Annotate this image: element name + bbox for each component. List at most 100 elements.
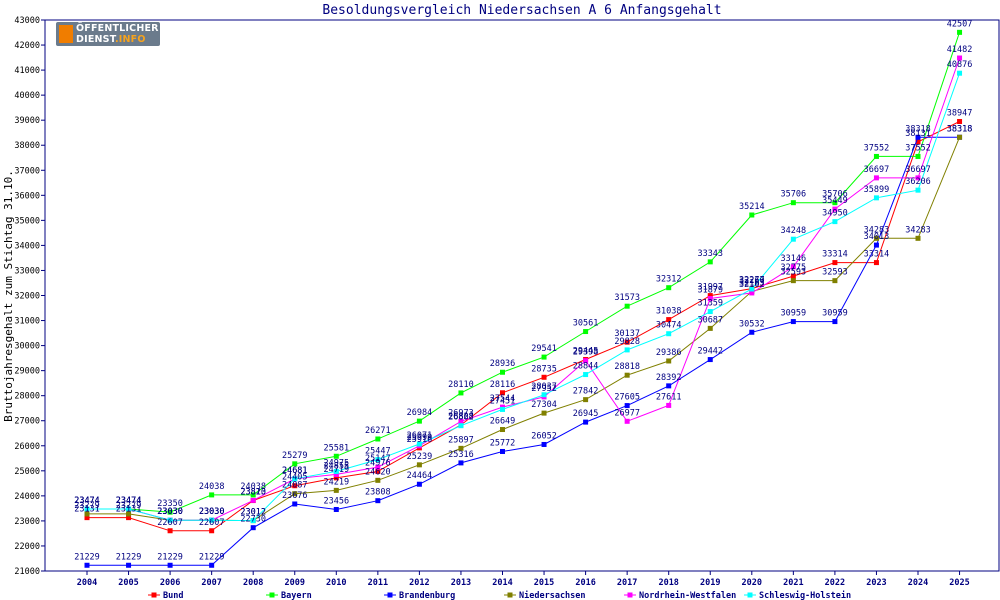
data-point-bayern [541, 354, 547, 360]
data-point-bund [790, 273, 796, 279]
data-point-bund [957, 119, 963, 125]
data-label-brandenburg: 26945 [573, 409, 599, 419]
data-label-nordrhein-westfalen: 32102 [739, 280, 765, 290]
y-tick-label: 37000 [14, 166, 40, 176]
data-label-brandenburg: 23808 [365, 488, 391, 498]
data-label-bayern: 32312 [656, 275, 682, 285]
data-point-schleswig-holstein [624, 347, 630, 353]
data-label-brandenburg: 30532 [739, 319, 765, 329]
data-point-bayern [624, 303, 630, 309]
logo-line-2a: DIENST [76, 34, 115, 45]
data-label-bayern: 29541 [531, 344, 557, 354]
data-label-niedersachsen: 34283 [905, 225, 931, 235]
chart-title: Besoldungsvergleich Niedersachsen A 6 An… [322, 3, 721, 18]
data-label-bayern: 31573 [614, 293, 640, 303]
x-tick-label: 2005 [118, 578, 138, 588]
data-label-bund: 26828 [448, 412, 474, 422]
data-point-schleswig-holstein [84, 506, 90, 512]
data-label-brandenburg: 21229 [116, 552, 142, 562]
data-point-bund [873, 260, 879, 266]
data-point-bund [666, 317, 672, 323]
series-line-schleswig-holstein [87, 73, 960, 522]
data-point-brandenburg [416, 481, 422, 487]
data-label-bayern: 33343 [697, 249, 723, 259]
data-point-bund [832, 260, 838, 266]
data-point-schleswig-holstein [126, 506, 132, 512]
data-point-schleswig-holstein [416, 441, 422, 447]
data-point-nordrhein-westfalen [458, 418, 464, 424]
x-tick-label: 2008 [243, 578, 263, 588]
data-label-nordrhein-westfalen: 29398 [573, 348, 599, 358]
data-point-bund [541, 374, 547, 380]
data-point-brandenburg [250, 525, 256, 531]
y-tick-label: 28000 [14, 392, 40, 402]
data-point-brandenburg [915, 134, 921, 140]
data-label-bund: 24976 [365, 458, 391, 468]
data-point-bund [500, 390, 505, 396]
data-label-nordrhein-westfalen: 31879 [697, 286, 723, 296]
data-label-schleswig-holstein: 26802 [448, 413, 474, 423]
x-tick-label: 2017 [617, 578, 637, 588]
data-point-brandenburg [666, 383, 672, 389]
site-logo: ÖFFENTLICHER DIENST.INFO [56, 22, 160, 46]
data-label-brandenburg: 38318 [905, 124, 931, 134]
data-labels: 23131 23131 22607 22607 23813 24405 24719 24976… [74, 19, 972, 562]
data-label-bund: 32775 [781, 263, 807, 273]
y-tick-label: 40000 [14, 91, 40, 101]
data-label-nordrhein-westfalen: 41482 [947, 45, 973, 55]
data-point-bayern [832, 200, 838, 206]
data-label-nordrhein-westfalen: 23474 [74, 496, 100, 506]
data-point-brandenburg [500, 448, 505, 454]
data-point-brandenburg [209, 562, 215, 568]
data-point-bund [375, 468, 381, 474]
data-point-brandenburg [84, 562, 90, 568]
legend-label-brandenburg: Brandenburg [399, 591, 455, 600]
x-tick-label: 2010 [326, 578, 346, 588]
data-point-schleswig-holstein [500, 406, 505, 412]
data-label-niedersachsen: 26649 [490, 417, 516, 427]
x-tick-label: 2024 [908, 578, 928, 588]
data-label-nordrhein-westfalen: 24681 [282, 466, 308, 476]
data-point-schleswig-holstein [832, 219, 838, 225]
data-label-brandenburg: 29442 [697, 347, 723, 357]
data-point-brandenburg [790, 319, 796, 325]
data-point-schleswig-holstein [333, 468, 339, 474]
data-label-schleswig-holstein: 36206 [905, 177, 931, 187]
data-point-bund [915, 139, 921, 145]
y-tick-label: 36000 [14, 191, 40, 201]
data-label-niedersachsen: 27842 [573, 387, 599, 397]
y-tick-label: 26000 [14, 442, 40, 452]
data-label-brandenburg: 21229 [157, 552, 183, 562]
y-tick-label: 23000 [14, 517, 40, 527]
data-label-bayern: 28110 [448, 380, 474, 390]
data-point-niedersachsen [458, 445, 464, 451]
data-point-bund [167, 528, 173, 534]
data-label-bund: 33314 [822, 250, 848, 260]
data-point-bayern [790, 200, 796, 206]
data-point-schleswig-holstein [458, 423, 464, 429]
data-point-bayern [209, 492, 215, 498]
logo-line-1: ÖFFENTLICHER [76, 23, 159, 34]
data-point-nordrhein-westfalen [832, 206, 838, 212]
data-point-nordrhein-westfalen [957, 55, 963, 61]
data-label-brandenburg: 22730 [240, 515, 266, 525]
data-point-brandenburg [749, 329, 755, 335]
x-tick-label: 2016 [575, 578, 595, 588]
data-label-brandenburg: 21229 [74, 552, 100, 562]
data-point-niedersachsen [583, 397, 589, 403]
data-point-niedersachsen [126, 511, 132, 517]
data-point-brandenburg [126, 562, 132, 568]
data-label-schleswig-holstein: 35899 [864, 185, 890, 195]
data-label-bayern: 23350 [157, 499, 183, 509]
data-point-schleswig-holstein [790, 236, 796, 242]
data-label-niedersachsen: 34283 [864, 225, 890, 235]
data-point-bayern [333, 453, 339, 459]
data-label-nordrhein-westfalen: 33146 [781, 254, 807, 264]
data-point-brandenburg [375, 498, 381, 504]
data-point-schleswig-holstein [873, 195, 879, 201]
data-point-niedersachsen [666, 358, 672, 364]
data-label-nordrhein-westfalen: 36697 [905, 165, 931, 175]
data-label-schleswig-holstein: 24975 [324, 458, 350, 468]
data-label-nordrhein-westfalen: 27544 [490, 394, 516, 404]
y-tick-label: 34000 [14, 241, 40, 251]
